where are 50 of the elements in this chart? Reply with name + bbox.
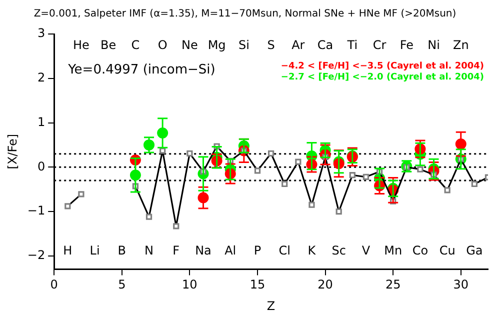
x-tick-label: 10 <box>182 278 198 292</box>
y-tick-label: −2 <box>27 248 46 262</box>
annotation: Na <box>195 243 212 258</box>
annotation: P <box>254 243 262 258</box>
annotation: Co <box>412 243 428 258</box>
x-tick-label: 30 <box>453 278 469 292</box>
annotation: Ti <box>346 38 358 52</box>
annotation: O <box>158 38 168 52</box>
text: −2.7 < [Fe/H] <−2.0 (Cayrel et al. 2004) <box>280 72 484 82</box>
y-tick-label: 1 <box>37 114 46 129</box>
y-tick-label: 0 <box>37 159 46 174</box>
annotation: Zn <box>452 38 469 52</box>
annotation: Ca <box>317 38 334 52</box>
annotation: F <box>172 243 180 258</box>
x-tick-label: 0 <box>50 278 58 292</box>
chart-title: Z=0.001, Salpeter IMF (α=1.35), M=11−70Msun, Normal SNe + HNe MF (>20Msun) <box>34 8 456 20</box>
annotation: Ga <box>466 243 483 258</box>
annotation: S <box>267 38 275 52</box>
annotation: H <box>63 243 72 258</box>
annotation: Ye=0.4997 (incom−Si) <box>67 62 216 78</box>
x-tick-label: 5 <box>118 278 126 292</box>
y-tick-label: −1 <box>27 204 46 218</box>
annotation: Cr <box>372 38 386 52</box>
annotation: B <box>118 243 126 258</box>
annotation: Ar <box>292 38 305 52</box>
annotation: Sc <box>332 243 346 258</box>
annotation: N <box>144 243 154 258</box>
annotation: He <box>73 38 90 52</box>
annotation: Fe <box>400 38 414 52</box>
annotation: Al <box>224 243 236 258</box>
y-axis-title: [X/Fe] <box>5 134 20 170</box>
x-tick-label: 20 <box>318 278 333 292</box>
annotation: Mg <box>208 38 226 52</box>
annotation: V <box>362 243 371 258</box>
x-tick-label: 25 <box>385 278 401 292</box>
annotation: Si <box>238 38 250 52</box>
text: −4.2 < [Fe/H] <−3.5 (Cayrel et al. 2004) <box>280 61 484 72</box>
annotation: C <box>131 38 140 52</box>
annotation: Cl <box>278 243 290 258</box>
x-tick-label: 15 <box>250 278 266 292</box>
annotation: Ni <box>428 38 440 52</box>
annotation: Li <box>90 243 100 258</box>
x-axis-title: Z <box>266 298 276 313</box>
annotation: Be <box>100 38 116 52</box>
annotation: Cu <box>439 243 456 258</box>
annotation: K <box>308 243 317 258</box>
annotation: Mn <box>384 243 402 258</box>
annotation: Ne <box>182 38 198 52</box>
y-tick-label: 2 <box>37 70 46 84</box>
y-tick-label: 3 <box>37 26 46 40</box>
